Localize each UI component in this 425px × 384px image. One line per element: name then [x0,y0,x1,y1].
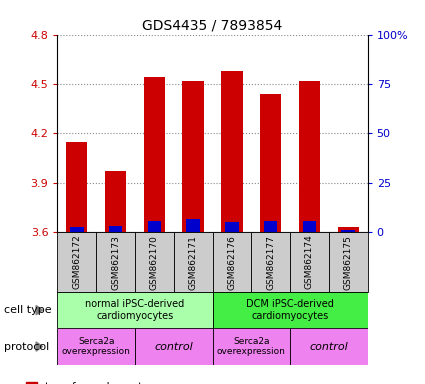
FancyBboxPatch shape [135,232,174,292]
Bar [66,142,88,232]
Bar [221,71,243,232]
Text: protocol: protocol [4,341,49,352]
Text: Serca2a
overexpression: Serca2a overexpression [217,337,286,356]
Bar [264,222,278,232]
Text: DCM iPSC-derived
cardiomyocytes: DCM iPSC-derived cardiomyocytes [246,299,334,321]
Text: GSM862172: GSM862172 [72,235,81,290]
Bar [299,81,320,232]
Bar [337,227,359,232]
Title: GDS4435 / 7893854: GDS4435 / 7893854 [142,18,283,32]
FancyBboxPatch shape [290,328,368,365]
FancyBboxPatch shape [174,232,212,292]
FancyBboxPatch shape [251,232,290,292]
Text: GSM862174: GSM862174 [305,235,314,290]
Bar [70,227,84,232]
Bar [109,227,122,232]
Bar [225,222,239,232]
Text: cell type: cell type [4,305,52,315]
FancyBboxPatch shape [57,328,135,365]
FancyBboxPatch shape [135,328,212,365]
Text: Serca2a
overexpression: Serca2a overexpression [62,337,130,356]
FancyBboxPatch shape [290,232,329,292]
Bar [147,222,161,232]
Bar [186,220,200,232]
FancyBboxPatch shape [57,232,96,292]
FancyBboxPatch shape [57,292,212,328]
Text: control: control [154,341,193,352]
FancyBboxPatch shape [329,232,368,292]
Bar [260,94,281,232]
FancyBboxPatch shape [212,232,251,292]
Text: GSM862171: GSM862171 [189,235,198,290]
Text: control: control [309,341,348,352]
Text: GSM862176: GSM862176 [227,235,236,290]
Text: GSM862175: GSM862175 [344,235,353,290]
Bar [341,230,355,232]
FancyBboxPatch shape [212,328,290,365]
Bar [303,222,316,232]
Bar [105,171,126,232]
Bar [182,81,204,232]
FancyBboxPatch shape [96,232,135,292]
Text: GSM862173: GSM862173 [111,235,120,290]
FancyBboxPatch shape [212,292,368,328]
Bar [144,78,165,232]
Text: GSM862177: GSM862177 [266,235,275,290]
Text: GSM862170: GSM862170 [150,235,159,290]
Text: normal iPSC-derived
cardiomyocytes: normal iPSC-derived cardiomyocytes [85,299,184,321]
Legend: transformed count, percentile rank within the sample: transformed count, percentile rank withi… [26,382,221,384]
